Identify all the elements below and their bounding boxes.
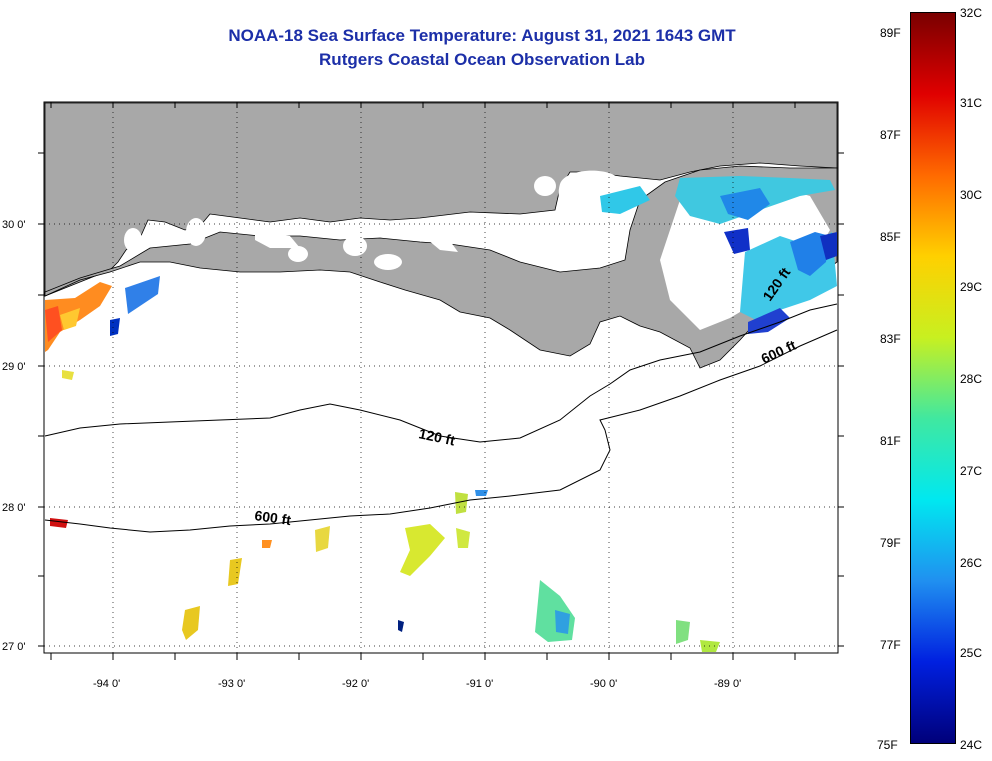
lat-label-28: 28 0' bbox=[2, 502, 26, 514]
lon-label-92: -92 0' bbox=[342, 678, 369, 690]
colorbar-c-27: 27C bbox=[960, 464, 983, 478]
lon-label-89: -89 0' bbox=[714, 678, 741, 690]
lat-label-29: 29 0' bbox=[2, 361, 26, 373]
colorbar-f-75: 75F bbox=[877, 738, 898, 752]
lat-label-27: 27 0' bbox=[2, 641, 26, 653]
colorbar-f-77: 77F bbox=[880, 638, 901, 652]
temperature-colorbar bbox=[910, 12, 956, 744]
map-title: NOAA-18 Sea Surface Temperature: August … bbox=[228, 26, 736, 45]
colorbar-f-83: 83F bbox=[880, 332, 901, 346]
contour-label-600-west: 600 ft bbox=[254, 507, 293, 528]
colorbar-f-87: 87F bbox=[880, 128, 901, 142]
colorbar-c-24: 24C bbox=[960, 738, 983, 752]
map-subtitle: Rutgers Coastal Ocean Observation Lab bbox=[319, 50, 645, 69]
contour-label-120-shelf: 120 ft bbox=[417, 425, 456, 448]
lat-label-30: 30 0' bbox=[2, 219, 26, 231]
colorbar-c-31: 31C bbox=[960, 96, 983, 110]
graticule bbox=[44, 102, 838, 653]
lon-label-90: -90 0' bbox=[590, 678, 617, 690]
contour-120ft bbox=[44, 303, 838, 443]
contour-600ft bbox=[44, 329, 838, 533]
colorbar-c-28: 28C bbox=[960, 372, 983, 386]
sst-patches bbox=[45, 176, 837, 652]
colorbar-c-25: 25C bbox=[960, 646, 983, 660]
lon-label-91: -91 0' bbox=[466, 678, 493, 690]
colorbar-c-32: 32C bbox=[960, 6, 983, 20]
colorbar-f-89: 89F bbox=[880, 26, 901, 40]
lon-label-94: -94 0' bbox=[93, 678, 120, 690]
colorbar-f-81: 81F bbox=[880, 434, 901, 448]
colorbar-f-79: 79F bbox=[880, 536, 901, 550]
colorbar-c-30: 30C bbox=[960, 188, 983, 202]
frame-ticks bbox=[38, 102, 844, 660]
colorbar-c-26: 26C bbox=[960, 556, 983, 570]
lon-label-93: -93 0' bbox=[218, 678, 245, 690]
colorbar-f-85: 85F bbox=[880, 230, 901, 244]
colorbar-c-29: 29C bbox=[960, 280, 983, 294]
